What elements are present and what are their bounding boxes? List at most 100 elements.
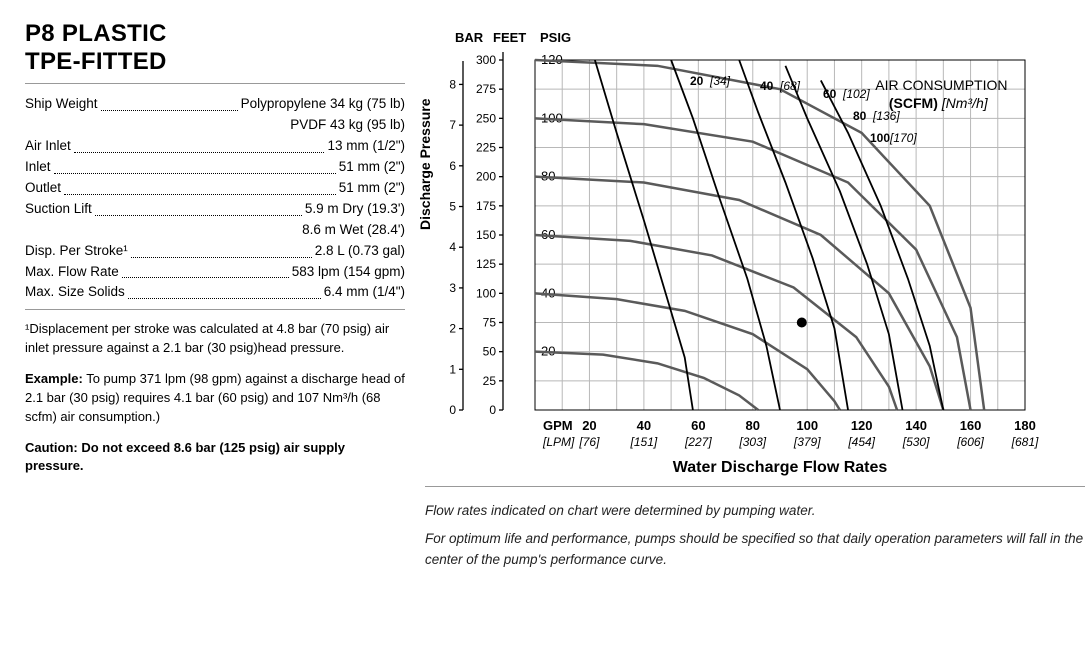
svg-text:[606]: [606] [956,435,984,449]
svg-text:[76]: [76] [578,435,600,449]
svg-text:40: 40 [760,79,774,93]
svg-text:(SCFM) [Nm³/h]: (SCFM) [Nm³/h] [889,95,989,111]
svg-text:175: 175 [476,199,496,213]
svg-text:2: 2 [449,322,456,336]
spec-row: x8.6 m Wet (28.4') [25,220,405,241]
spec-label: Ship Weight [25,94,98,115]
svg-text:120: 120 [851,418,873,433]
spec-label: Suction Lift [25,199,92,220]
footnote: ¹Displacement per stroke was calculated … [25,320,405,358]
svg-text:1: 1 [449,362,456,376]
svg-text:40: 40 [637,418,651,433]
title-line1: P8 PLASTIC [25,20,167,47]
svg-text:100: 100 [476,286,496,300]
svg-text:FEET: FEET [493,30,526,45]
spec-row: Max. Size Solids 6.4 mm (1/4") [25,282,405,303]
spec-dots [35,115,287,132]
svg-text:100: 100 [870,131,890,145]
svg-text:[379]: [379] [793,435,821,449]
spec-value: 5.9 m Dry (19.3') [305,199,405,220]
svg-text:[102]: [102] [842,87,870,101]
spec-row: Outlet 51 mm (2") [25,178,405,199]
caution-text: Caution: Do not exceed 8.6 bar (125 psig… [25,439,405,477]
spec-dots [101,94,238,111]
divider [425,486,1085,487]
divider [25,83,405,84]
svg-text:[136]: [136] [872,109,900,123]
svg-text:6: 6 [449,159,456,173]
svg-text:5: 5 [449,200,456,214]
spec-value: 6.4 mm (1/4") [324,282,405,303]
spec-list: Ship Weight Polypropylene 34 kg (75 lb)xP… [25,94,405,303]
svg-text:Water Discharge Flow Rates: Water Discharge Flow Rates [673,459,888,476]
svg-text:80: 80 [853,109,867,123]
svg-text:[68]: [68] [779,79,801,93]
svg-text:180: 180 [1014,418,1036,433]
svg-text:225: 225 [476,141,496,155]
spec-label: Max. Flow Rate [25,262,119,283]
svg-text:275: 275 [476,82,496,96]
svg-text:AIR CONSUMPTION: AIR CONSUMPTION [875,77,1007,93]
spec-value: PVDF 43 kg (95 lb) [290,115,405,136]
svg-text:PSIG: PSIG [540,30,571,45]
spec-dots [35,220,299,237]
svg-text:[454]: [454] [847,435,875,449]
spec-dots [128,282,321,299]
spec-value: 583 lpm (154 gpm) [292,262,405,283]
svg-text:[151]: [151] [630,435,658,449]
divider [25,309,405,310]
svg-text:[34]: [34] [709,74,731,88]
svg-text:140: 140 [905,418,927,433]
svg-text:150: 150 [476,228,496,242]
svg-text:[170]: [170] [889,131,917,145]
spec-row: Inlet51 mm (2") [25,157,405,178]
spec-row: Disp. Per Stroke¹ 2.8 L (0.73 gal) [25,241,405,262]
spec-row: Air Inlet 13 mm (1/2") [25,136,405,157]
svg-text:3: 3 [449,281,456,295]
svg-text:GPM: GPM [543,418,573,433]
spec-dots [74,136,325,153]
spec-row: Ship Weight Polypropylene 34 kg (75 lb) [25,94,405,115]
spec-label: Outlet [25,178,61,199]
y-axis-label: Discharge Pressure [417,98,433,230]
svg-text:[681]: [681] [1011,435,1039,449]
spec-value: 2.8 L (0.73 gal) [315,241,405,262]
example-text: Example: To pump 371 lpm (98 gpm) agains… [25,370,405,427]
svg-text:250: 250 [476,111,496,125]
svg-text:300: 300 [476,53,496,67]
spec-value: 8.6 m Wet (28.4') [302,220,405,241]
spec-label: Inlet [25,157,51,178]
spec-value: 51 mm (2") [339,178,405,199]
example-label: Example: [25,371,83,386]
spec-dots [95,199,302,216]
svg-text:20: 20 [690,74,704,88]
svg-text:[530]: [530] [902,435,930,449]
spec-dots [131,241,312,258]
svg-text:[LPM]: [LPM] [542,435,575,449]
svg-text:60: 60 [823,87,837,101]
chart-svg: BARFEETPSIG02550751001251501752002252502… [425,20,1085,480]
spec-row: Max. Flow Rate 583 lpm (154 gpm) [25,262,405,283]
svg-text:[227]: [227] [684,435,712,449]
svg-text:20: 20 [582,418,596,433]
spec-dots [64,178,336,195]
svg-text:75: 75 [483,316,497,330]
svg-text:8: 8 [449,77,456,91]
spec-label: Max. Size Solids [25,282,125,303]
product-title: P8 PLASTIC TPE-FITTED [25,20,405,75]
svg-text:160: 160 [960,418,982,433]
spec-dots [54,157,336,174]
spec-row: xPVDF 43 kg (95 lb) [25,115,405,136]
svg-text:50: 50 [483,345,497,359]
svg-text:80: 80 [746,418,760,433]
svg-text:125: 125 [476,257,496,271]
svg-text:7: 7 [449,118,456,132]
svg-text:0: 0 [449,403,456,417]
spec-value: 13 mm (1/2") [327,136,405,157]
svg-text:0: 0 [489,403,496,417]
spec-label: Air Inlet [25,136,71,157]
note-1: Flow rates indicated on chart were deter… [425,501,1085,521]
spec-label: Disp. Per Stroke¹ [25,241,128,262]
note-2: For optimum life and performance, pumps … [425,529,1085,570]
spec-value: Polypropylene 34 kg (75 lb) [241,94,405,115]
